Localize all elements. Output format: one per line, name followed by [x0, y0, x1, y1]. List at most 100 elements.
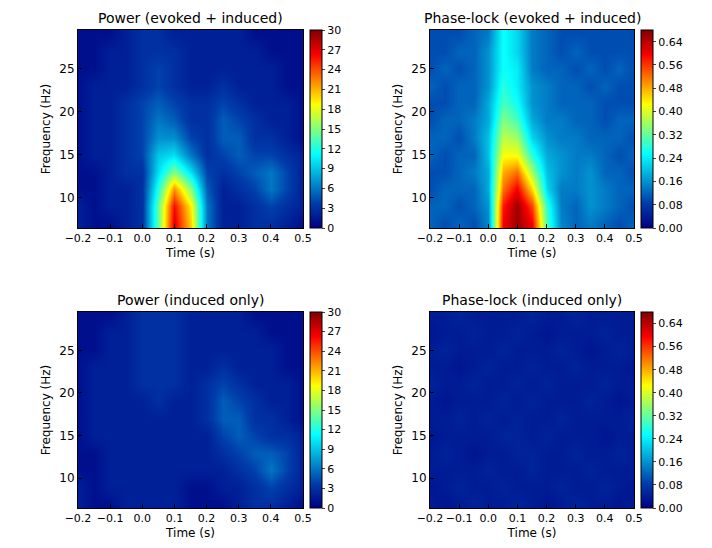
svg-text:0.2: 0.2 [198, 512, 216, 525]
svg-text:0.2: 0.2 [538, 512, 556, 525]
svg-text:0.16: 0.16 [658, 175, 683, 188]
svg-text:Time (s): Time (s) [165, 526, 215, 540]
svg-text:−0.2: −0.2 [65, 232, 92, 245]
svg-text:0.24: 0.24 [658, 152, 683, 165]
svg-text:0.5: 0.5 [625, 232, 643, 245]
svg-text:0: 0 [327, 222, 334, 235]
svg-text:20: 20 [411, 105, 426, 119]
svg-text:0.56: 0.56 [658, 340, 683, 353]
svg-text:30: 30 [327, 306, 341, 319]
svg-text:15: 15 [327, 123, 341, 136]
svg-text:0.00: 0.00 [658, 222, 683, 235]
svg-text:0.40: 0.40 [658, 105, 683, 118]
svg-text:21: 21 [327, 83, 341, 96]
svg-text:25: 25 [411, 344, 426, 358]
svg-text:0.32: 0.32 [658, 410, 683, 423]
svg-text:−0.1: −0.1 [446, 232, 473, 245]
svg-text:0.08: 0.08 [658, 479, 683, 492]
svg-text:10: 10 [59, 471, 74, 485]
svg-text:18: 18 [327, 103, 341, 116]
svg-text:24: 24 [327, 345, 341, 358]
svg-text:0.1: 0.1 [509, 232, 527, 245]
svg-text:0.1: 0.1 [166, 232, 184, 245]
svg-text:24: 24 [327, 63, 341, 76]
svg-text:15: 15 [59, 148, 74, 162]
svg-text:20: 20 [411, 386, 426, 400]
svg-text:Frequency (Hz): Frequency (Hz) [391, 365, 405, 456]
svg-text:0.48: 0.48 [658, 82, 683, 95]
svg-text:0.64: 0.64 [658, 317, 683, 330]
svg-text:0.4: 0.4 [262, 512, 280, 525]
svg-text:−0.1: −0.1 [446, 512, 473, 525]
svg-text:0.32: 0.32 [658, 129, 683, 142]
svg-text:0.64: 0.64 [658, 36, 683, 49]
svg-text:0.00: 0.00 [658, 502, 683, 515]
svg-text:0.2: 0.2 [198, 232, 216, 245]
svg-text:0.4: 0.4 [596, 512, 614, 525]
svg-text:−0.2: −0.2 [417, 232, 444, 245]
svg-text:6: 6 [327, 182, 334, 195]
svg-text:3: 3 [327, 202, 334, 215]
svg-text:12: 12 [327, 423, 341, 436]
svg-text:0.3: 0.3 [567, 232, 585, 245]
svg-text:20: 20 [59, 105, 74, 119]
svg-text:0.1: 0.1 [166, 512, 184, 525]
svg-text:15: 15 [327, 404, 341, 417]
svg-text:0.5: 0.5 [294, 232, 312, 245]
svg-text:9: 9 [327, 162, 334, 175]
svg-text:0.3: 0.3 [230, 232, 248, 245]
svg-text:Power (induced only): Power (induced only) [117, 292, 265, 308]
svg-text:30: 30 [327, 24, 341, 37]
svg-text:27: 27 [327, 44, 341, 57]
svg-text:25: 25 [59, 62, 74, 76]
svg-text:0.4: 0.4 [262, 232, 280, 245]
svg-text:0.08: 0.08 [658, 199, 683, 212]
svg-text:0.56: 0.56 [658, 59, 683, 72]
svg-text:6: 6 [327, 463, 334, 476]
svg-text:18: 18 [327, 384, 341, 397]
svg-text:0.2: 0.2 [538, 232, 556, 245]
svg-text:Frequency (Hz): Frequency (Hz) [39, 84, 53, 175]
svg-text:0.0: 0.0 [134, 512, 152, 525]
svg-text:0.3: 0.3 [567, 512, 585, 525]
svg-text:10: 10 [411, 471, 426, 485]
svg-text:27: 27 [327, 325, 341, 338]
svg-text:15: 15 [59, 429, 74, 443]
svg-text:Power (evoked + induced): Power (evoked + induced) [98, 10, 283, 26]
svg-text:15: 15 [411, 148, 426, 162]
svg-text:−0.1: −0.1 [97, 512, 124, 525]
svg-text:0.0: 0.0 [480, 512, 498, 525]
svg-text:25: 25 [411, 62, 426, 76]
svg-text:20: 20 [59, 386, 74, 400]
svg-text:25: 25 [59, 344, 74, 358]
svg-text:0.1: 0.1 [509, 512, 527, 525]
svg-text:Frequency (Hz): Frequency (Hz) [391, 84, 405, 175]
svg-text:Frequency (Hz): Frequency (Hz) [39, 365, 53, 456]
svg-text:0: 0 [327, 502, 334, 515]
svg-text:−0.2: −0.2 [417, 512, 444, 525]
svg-text:0.0: 0.0 [134, 232, 152, 245]
svg-text:10: 10 [411, 191, 426, 205]
svg-text:0.24: 0.24 [658, 433, 683, 446]
svg-text:Phase-lock (evoked + induced): Phase-lock (evoked + induced) [424, 10, 641, 26]
svg-text:Time (s): Time (s) [165, 246, 215, 260]
svg-text:0.0: 0.0 [480, 232, 498, 245]
svg-text:0.5: 0.5 [625, 512, 643, 525]
svg-text:0.16: 0.16 [658, 456, 683, 469]
svg-text:0.5: 0.5 [294, 512, 312, 525]
svg-text:−0.2: −0.2 [65, 512, 92, 525]
svg-text:−0.1: −0.1 [97, 232, 124, 245]
svg-text:3: 3 [327, 482, 334, 495]
svg-text:0.40: 0.40 [658, 387, 683, 400]
svg-text:Phase-lock (induced only): Phase-lock (induced only) [442, 292, 622, 308]
svg-text:10: 10 [59, 191, 74, 205]
svg-text:Time (s): Time (s) [507, 246, 557, 260]
svg-text:0.4: 0.4 [596, 232, 614, 245]
svg-text:21: 21 [327, 365, 341, 378]
svg-text:9: 9 [327, 443, 334, 456]
svg-text:12: 12 [327, 143, 341, 156]
svg-text:15: 15 [411, 429, 426, 443]
svg-text:Time (s): Time (s) [507, 526, 557, 540]
svg-text:0.3: 0.3 [230, 512, 248, 525]
svg-text:0.48: 0.48 [658, 364, 683, 377]
